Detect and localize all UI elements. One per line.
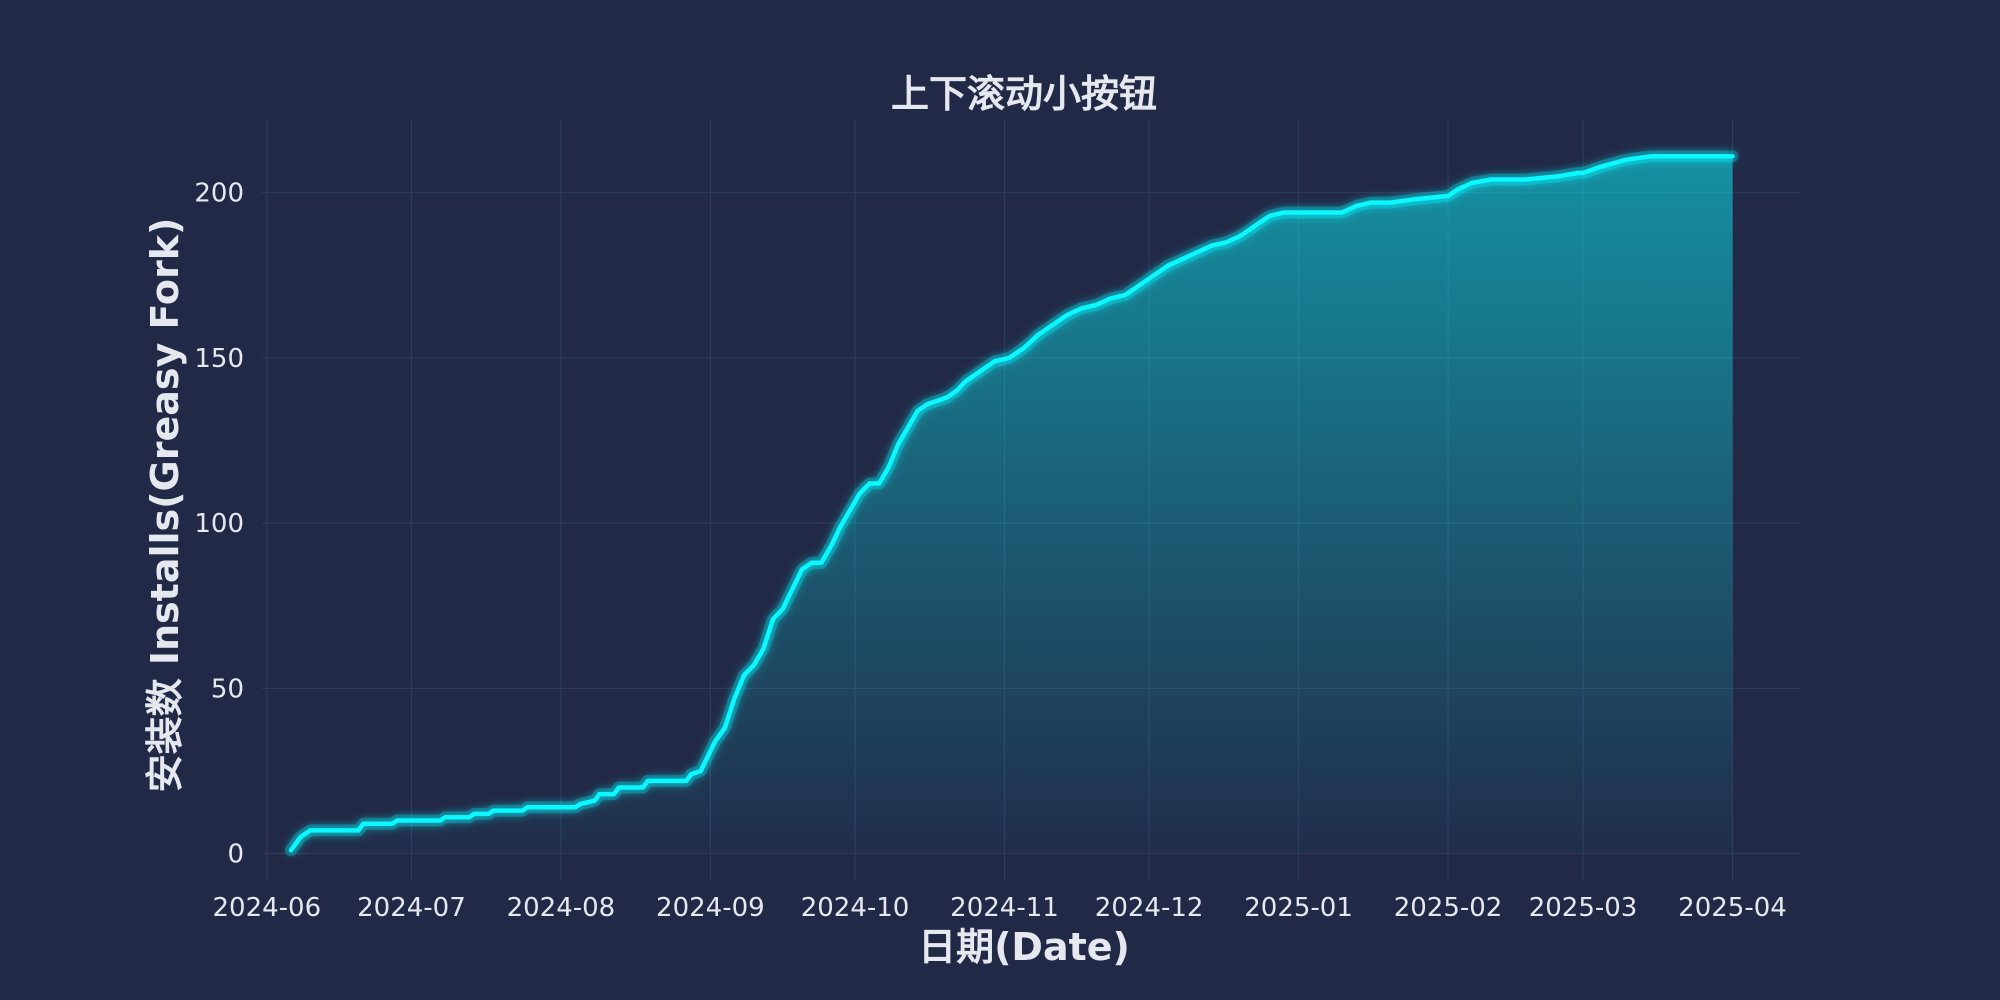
chart-title: 上下滚动小按钮 — [891, 72, 1157, 116]
area-layer — [290, 156, 1733, 854]
x-tick-2025-04: 2025-04 — [1678, 893, 1787, 923]
x-tick-2025-02: 2025-02 — [1394, 893, 1503, 923]
y-tick-0: 0 — [227, 840, 244, 870]
x-tick-2024-09: 2024-09 — [656, 893, 765, 923]
y-axis-title: 安装数 Installs(Greasy Fork) — [143, 218, 187, 793]
y-tick-200: 200 — [194, 179, 244, 209]
x-tick-2025-01: 2025-01 — [1244, 893, 1353, 923]
x-tick-2024-11: 2024-11 — [950, 893, 1059, 923]
x-tick-2024-08: 2024-08 — [507, 893, 616, 923]
x-tick-2024-12: 2024-12 — [1095, 893, 1204, 923]
y-tick-50: 50 — [211, 674, 244, 704]
y-tick-150: 150 — [194, 344, 244, 374]
line-layer — [284, 150, 1739, 857]
x-tick-2024-06: 2024-06 — [213, 893, 322, 923]
y-axis-ticks: 0 50 100 150 200 — [194, 179, 244, 870]
x-tick-2024-10: 2024-10 — [801, 893, 910, 923]
x-tick-2024-07: 2024-07 — [357, 893, 466, 923]
installs-area-fill — [290, 156, 1733, 854]
x-tick-2025-03: 2025-03 — [1529, 893, 1638, 923]
installs-line — [288, 154, 1735, 853]
x-axis-title: 日期(Date) — [918, 925, 1130, 969]
y-tick-100: 100 — [194, 509, 244, 539]
x-axis-ticks: 2024-06 2024-07 2024-08 2024-09 2024-10 2024-… — [213, 893, 1787, 923]
